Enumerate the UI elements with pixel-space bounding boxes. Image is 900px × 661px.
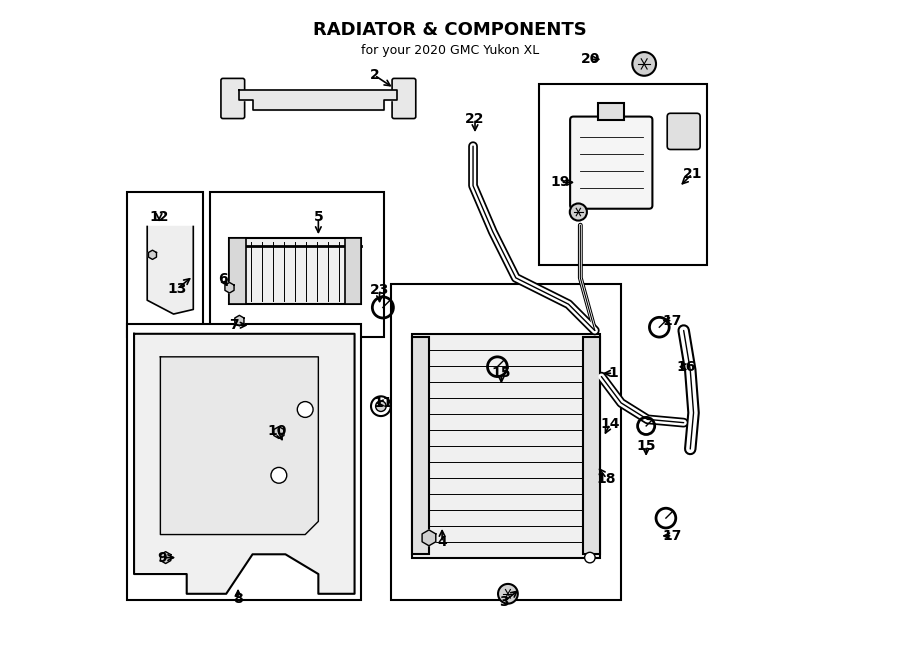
Text: 12: 12 [149,210,169,224]
Circle shape [570,204,587,221]
Polygon shape [160,552,171,564]
Bar [598,103,625,120]
FancyBboxPatch shape [392,79,416,118]
Bar [583,337,599,555]
Text: 2: 2 [369,68,379,82]
Text: 13: 13 [167,282,186,296]
Text: 4: 4 [437,535,447,549]
Text: 15: 15 [491,366,511,380]
Circle shape [498,584,518,603]
Circle shape [371,397,391,416]
Bar [230,239,361,304]
Text: 14: 14 [600,417,620,431]
Text: 15: 15 [636,439,656,453]
Bar [128,324,361,600]
Polygon shape [274,426,284,438]
Text: 6: 6 [218,272,228,286]
Bar [412,334,599,558]
FancyBboxPatch shape [570,116,652,209]
Text: 22: 22 [465,112,485,126]
Text: 9: 9 [157,551,166,564]
Text: 8: 8 [233,592,243,606]
Text: 7: 7 [230,318,238,332]
Polygon shape [148,251,157,259]
Polygon shape [235,315,244,326]
Polygon shape [239,91,397,110]
Text: 16: 16 [676,360,696,373]
Circle shape [633,52,656,76]
Text: 5: 5 [313,210,323,224]
Circle shape [297,402,313,417]
FancyBboxPatch shape [667,113,700,149]
Polygon shape [134,334,355,594]
Text: 23: 23 [370,283,390,297]
Circle shape [585,553,595,563]
Text: 11: 11 [374,396,392,410]
Text: 21: 21 [682,167,702,181]
Bar [539,84,707,264]
Bar [412,337,428,555]
Bar [345,239,361,304]
Text: 17: 17 [662,529,682,543]
Bar [210,192,384,337]
Text: 18: 18 [597,471,617,486]
Text: RADIATOR & COMPONENTS: RADIATOR & COMPONENTS [313,21,587,39]
Circle shape [271,467,287,483]
Text: 10: 10 [268,424,287,438]
Bar [230,239,246,304]
Text: 20: 20 [580,52,600,66]
Circle shape [375,401,386,411]
Polygon shape [148,227,194,314]
Text: 17: 17 [662,313,682,328]
Polygon shape [225,282,234,293]
Text: 1: 1 [608,366,618,380]
Bar [128,192,203,337]
Text: 19: 19 [551,175,571,190]
Polygon shape [160,357,319,535]
Polygon shape [422,530,436,546]
Text: for your 2020 GMC Yukon XL: for your 2020 GMC Yukon XL [361,44,539,57]
FancyBboxPatch shape [220,79,245,118]
Text: 3: 3 [500,595,508,609]
Bar [391,284,621,600]
